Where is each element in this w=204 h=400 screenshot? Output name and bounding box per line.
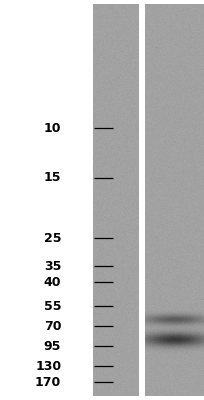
Text: 25: 25 xyxy=(44,232,61,244)
Text: 70: 70 xyxy=(44,320,61,332)
Text: 10: 10 xyxy=(44,122,61,134)
Text: 35: 35 xyxy=(44,260,61,272)
Text: 170: 170 xyxy=(35,376,61,388)
Text: 15: 15 xyxy=(44,172,61,184)
Text: 95: 95 xyxy=(44,340,61,352)
Text: 55: 55 xyxy=(44,300,61,312)
Text: 130: 130 xyxy=(35,360,61,372)
Text: 40: 40 xyxy=(44,276,61,288)
